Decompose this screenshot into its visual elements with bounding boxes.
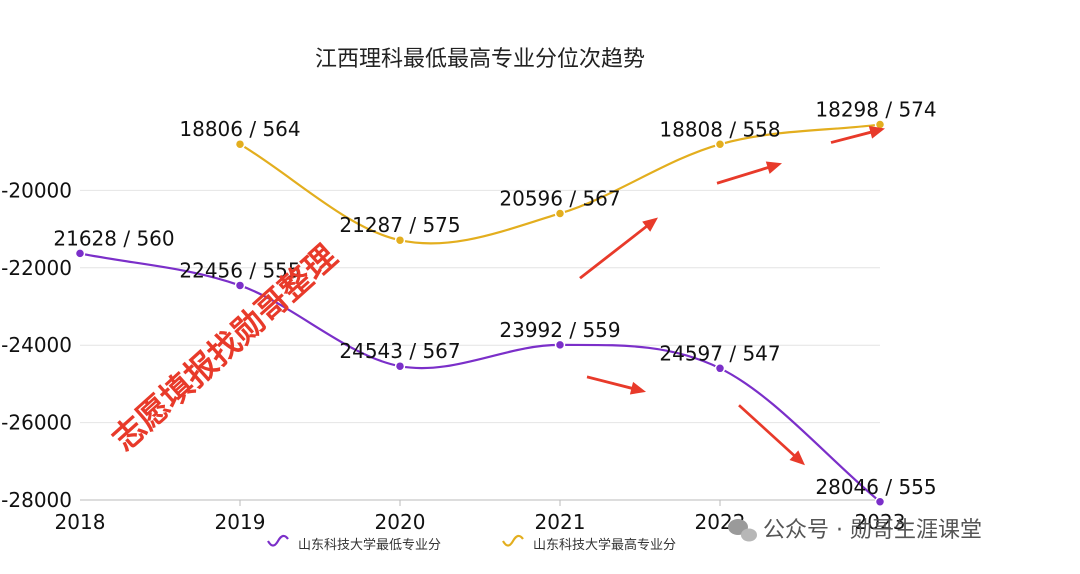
chart-title: 江西理科最低最高专业分位次趋势: [315, 47, 645, 72]
series-line: [239, 123, 881, 245]
watermark-text: 公众号 · 勋哥生涯课堂: [763, 518, 982, 543]
data-label: 20596 / 567: [499, 186, 620, 210]
data-point[interactable]: [74, 248, 86, 259]
legend-item[interactable]: 山东科技大学最低专业分: [267, 534, 441, 553]
wechat-icon: [728, 519, 757, 542]
legend-swatch: [502, 534, 524, 547]
red-arrow: [716, 161, 782, 185]
data-point[interactable]: [394, 360, 406, 372]
gridlines: [80, 189, 881, 506]
legend-item[interactable]: 山东科技大学最高专业分: [502, 534, 676, 553]
data-point[interactable]: [874, 496, 886, 508]
y-tick-label: -28000: [1, 488, 72, 512]
y-tick-label: -24000: [1, 333, 72, 357]
data-label: 24597 / 547: [659, 341, 780, 365]
red-arrow: [738, 404, 805, 466]
legend-swatch: [267, 534, 289, 547]
annotation-arrows: [579, 126, 885, 466]
y-axis: -20000 -22000 -24000 -26000 -28000: [1, 178, 72, 512]
data-label: 23992 / 559: [499, 318, 620, 342]
data-label: 24543 / 567: [339, 339, 460, 363]
x-tick-label: 2018: [55, 510, 106, 534]
legend-label: 山东科技大学最高专业分: [533, 537, 676, 553]
red-arrow: [830, 126, 885, 144]
data-label: 22456 / 555: [179, 258, 300, 282]
data-point[interactable]: [234, 280, 246, 291]
data-label: 18808 / 558: [659, 117, 780, 141]
x-tick-label: 2020: [375, 510, 426, 534]
data-label: 18806 / 564: [179, 117, 300, 141]
x-tick-label: 2023: [855, 510, 906, 534]
legend: 山东科技大学最低专业分 山东科技大学最高专业分: [267, 534, 676, 553]
data-point[interactable]: [554, 339, 566, 351]
data-label: 28046 / 555: [815, 475, 936, 499]
y-tick-label: -22000: [1, 256, 72, 280]
data-label: 18298 / 574: [815, 98, 936, 122]
x-axis: 2018 2019 2020 2021 2022 2023: [55, 510, 906, 534]
data-point[interactable]: [714, 139, 726, 150]
watermark: 公众号 · 勋哥生涯课堂: [728, 518, 982, 543]
legend-label: 山东科技大学最低专业分: [298, 537, 441, 553]
y-tick-label: -20000: [1, 178, 72, 202]
data-point[interactable]: [234, 138, 246, 150]
data-point[interactable]: [554, 208, 566, 219]
x-tick-label: 2021: [535, 510, 586, 534]
data-point[interactable]: [394, 234, 406, 246]
data-label: 21287 / 575: [339, 213, 460, 237]
red-arrow: [586, 375, 646, 395]
series-line: [79, 252, 881, 503]
data-label: 21628 / 560: [53, 226, 174, 250]
data-point[interactable]: [714, 363, 726, 374]
series-1: 18806 / 564 21287 / 575 20596 / 567 18808 /…: [179, 98, 937, 246]
x-tick-label: 2019: [215, 510, 266, 534]
red-arrow: [579, 217, 658, 280]
y-tick-label: -26000: [1, 411, 72, 435]
